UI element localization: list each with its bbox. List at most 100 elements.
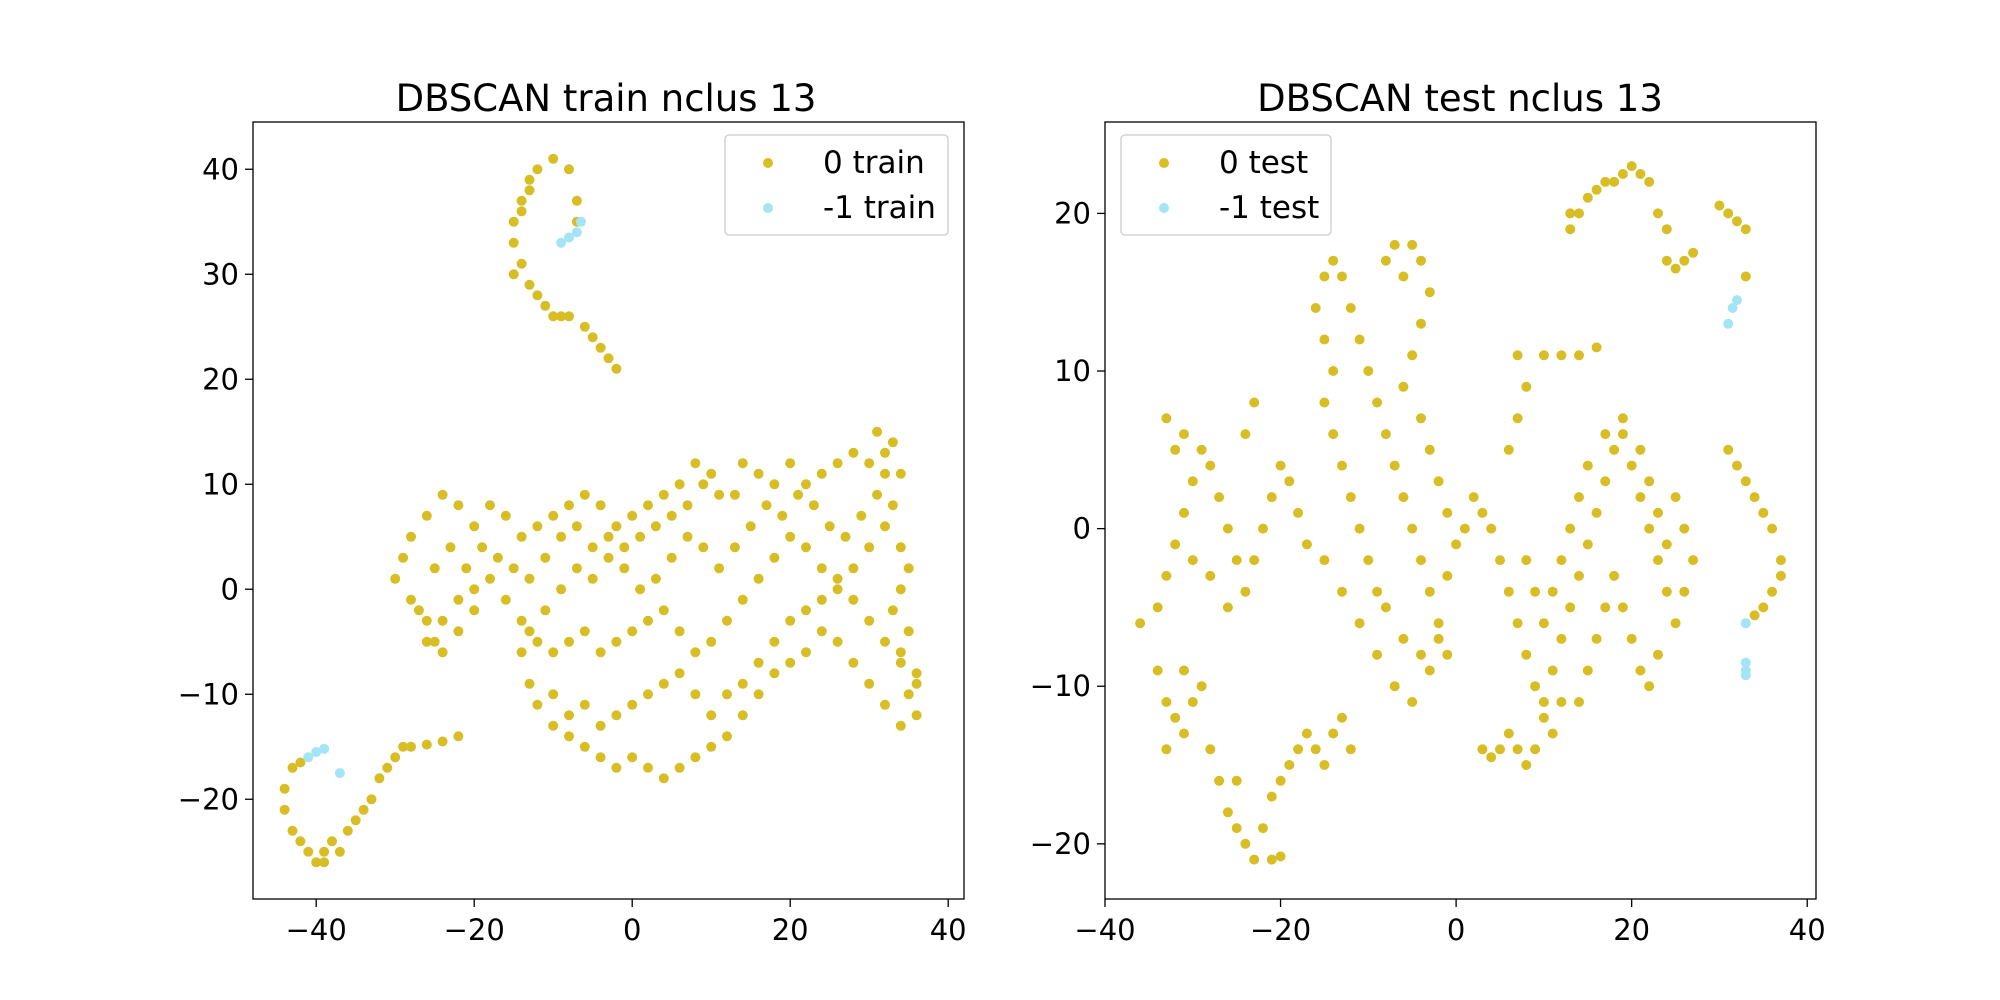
data-point bbox=[1749, 492, 1760, 503]
data-point bbox=[595, 647, 606, 658]
data-point bbox=[627, 626, 638, 637]
data-point bbox=[516, 615, 527, 626]
data-point bbox=[674, 762, 685, 773]
data-point bbox=[1161, 570, 1172, 581]
data-point bbox=[421, 510, 432, 521]
data-point bbox=[1363, 366, 1374, 376]
data-point bbox=[1538, 697, 1549, 707]
data-point bbox=[722, 689, 732, 700]
data-point bbox=[1661, 255, 1672, 266]
data-point bbox=[1319, 760, 1330, 770]
data-point bbox=[1380, 255, 1391, 266]
data-point bbox=[1635, 444, 1646, 455]
data-point bbox=[1775, 555, 1786, 566]
y-tick-label: 30 bbox=[202, 257, 239, 291]
data-point bbox=[1591, 633, 1602, 644]
data-point bbox=[595, 752, 606, 763]
data-point bbox=[1187, 555, 1198, 566]
data-point bbox=[1337, 460, 1347, 471]
data-point bbox=[1424, 665, 1435, 676]
data-point bbox=[643, 762, 653, 773]
data-point bbox=[1486, 523, 1497, 534]
data-point bbox=[832, 584, 843, 595]
data-point bbox=[1231, 823, 1242, 834]
data-point bbox=[603, 353, 614, 364]
data-point bbox=[437, 736, 448, 747]
data-point bbox=[429, 636, 440, 647]
data-point bbox=[1670, 263, 1681, 274]
data-point bbox=[635, 584, 646, 595]
data-point bbox=[690, 647, 701, 658]
data-point bbox=[911, 678, 922, 689]
data-point bbox=[1600, 476, 1611, 487]
data-point bbox=[1337, 712, 1347, 723]
data-point bbox=[1670, 492, 1681, 503]
data-point bbox=[1723, 208, 1734, 219]
x-tick-label: −40 bbox=[286, 913, 347, 947]
data-point bbox=[1231, 775, 1242, 786]
data-point bbox=[824, 521, 835, 532]
data-point bbox=[556, 531, 567, 542]
data-point bbox=[674, 479, 685, 490]
data-point bbox=[903, 689, 914, 700]
data-point bbox=[1231, 555, 1242, 566]
data-point bbox=[1337, 586, 1347, 597]
data-point bbox=[666, 510, 677, 521]
data-point bbox=[880, 468, 890, 479]
data-point bbox=[785, 531, 796, 542]
data-point bbox=[832, 458, 843, 469]
data-point bbox=[1644, 176, 1655, 187]
chart-title: DBSCAN train nclus 13 bbox=[396, 77, 817, 120]
data-point bbox=[587, 573, 598, 584]
data-point bbox=[1433, 633, 1444, 644]
data-point bbox=[1407, 697, 1418, 707]
data-point bbox=[1407, 350, 1418, 361]
chart-title: DBSCAN test nclus 13 bbox=[1257, 77, 1663, 120]
data-point bbox=[358, 804, 369, 815]
data-point bbox=[706, 468, 717, 479]
data-point bbox=[579, 489, 590, 500]
data-point bbox=[287, 825, 298, 836]
data-point bbox=[706, 710, 717, 721]
data-point bbox=[1284, 476, 1295, 487]
data-point bbox=[880, 699, 890, 710]
data-point bbox=[1530, 586, 1541, 597]
y-tick-label: 0 bbox=[221, 572, 239, 606]
data-point bbox=[1591, 342, 1602, 353]
data-point bbox=[421, 636, 432, 647]
data-point bbox=[769, 479, 780, 490]
data-point bbox=[508, 216, 519, 227]
data-point bbox=[1732, 460, 1742, 471]
data-point bbox=[500, 510, 511, 521]
data-point bbox=[1459, 523, 1470, 534]
data-point bbox=[793, 489, 804, 500]
data-point bbox=[1503, 444, 1514, 455]
data-point bbox=[872, 426, 883, 437]
data-point bbox=[556, 311, 567, 322]
test-scatter-panel: DBSCAN test nclus 13 −40 −20 0 20 40 −20 −10 0… bbox=[1030, 77, 1826, 947]
data-point bbox=[1328, 728, 1339, 739]
data-point bbox=[816, 594, 827, 605]
data-point bbox=[477, 542, 488, 553]
data-point bbox=[848, 657, 859, 668]
train-scatter-panel: DBSCAN train nclus 13 −40 −20 0 20 40 −20 −10… bbox=[178, 77, 967, 947]
data-point bbox=[532, 699, 543, 710]
data-point bbox=[1442, 649, 1453, 660]
data-point bbox=[1152, 602, 1163, 613]
data-point bbox=[880, 521, 890, 532]
data-point bbox=[413, 605, 424, 616]
data-point bbox=[1398, 633, 1409, 644]
data-point bbox=[1600, 429, 1611, 440]
data-point bbox=[1582, 665, 1593, 676]
data-point bbox=[595, 720, 606, 731]
data-point bbox=[532, 290, 543, 301]
data-point bbox=[540, 552, 551, 563]
data-point bbox=[1591, 507, 1602, 518]
data-point bbox=[737, 458, 748, 469]
data-point bbox=[1310, 744, 1321, 755]
data-point bbox=[548, 689, 559, 700]
y-tick-label: 0 bbox=[1073, 512, 1091, 546]
data-point bbox=[587, 332, 598, 343]
data-point bbox=[279, 804, 290, 815]
data-point bbox=[390, 752, 401, 763]
